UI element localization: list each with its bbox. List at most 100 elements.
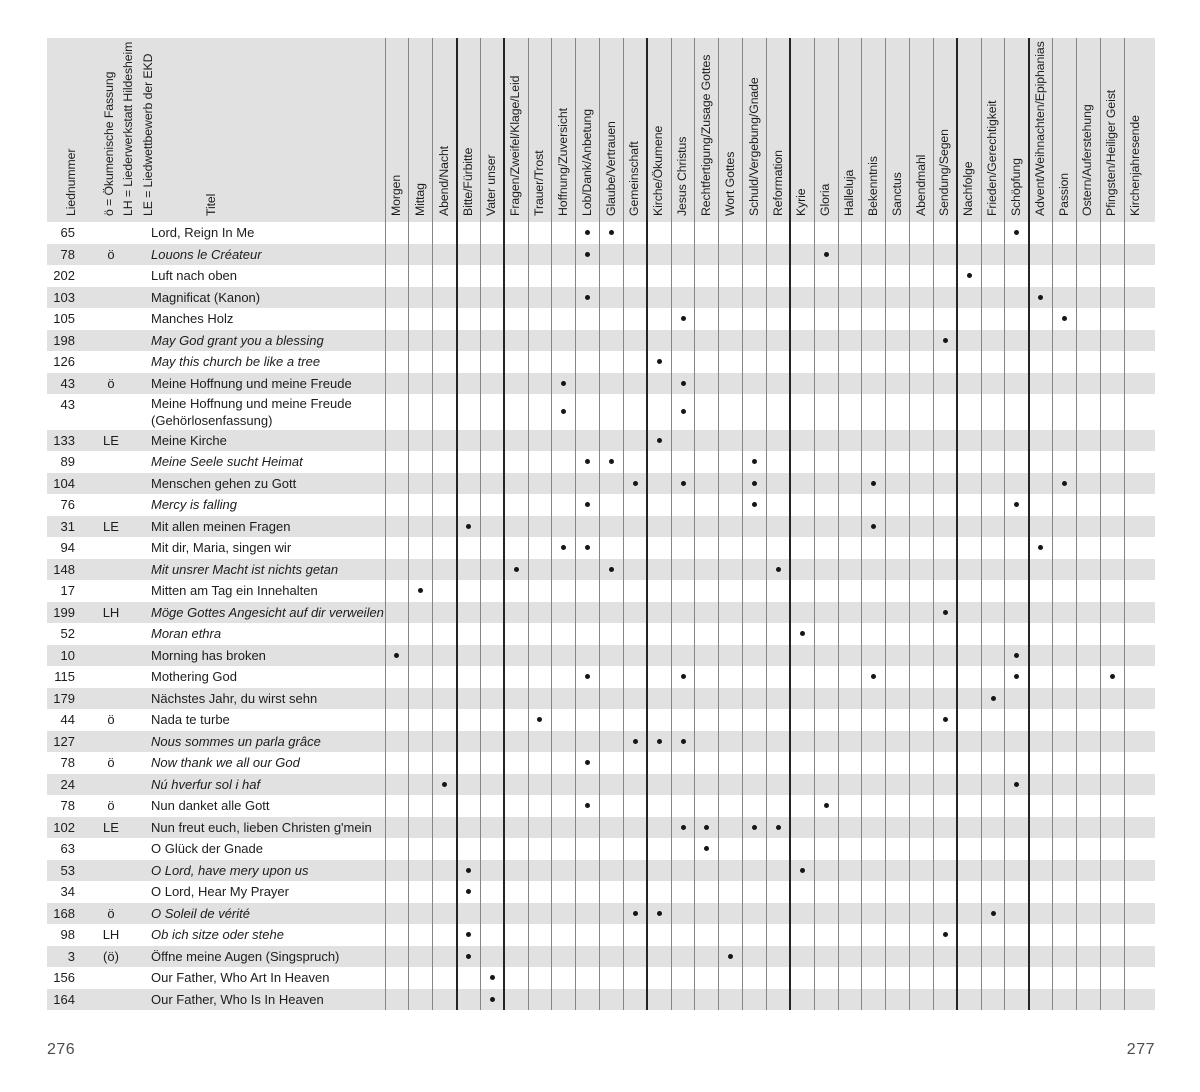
- category-dot: [871, 480, 877, 486]
- category-dot: [1038, 294, 1044, 300]
- song-flag: ö: [107, 375, 115, 391]
- category-dot: [752, 480, 758, 486]
- category-dot: [585, 459, 591, 465]
- category-dot: [609, 230, 615, 236]
- category-dot: [1109, 674, 1115, 680]
- column-header-category: Abend/Nacht: [436, 146, 451, 216]
- song-number: 156: [53, 970, 75, 985]
- column-header-category: Abendmahl: [913, 154, 928, 216]
- table-row: 126 May this church be like a tree: [47, 351, 1155, 373]
- category-dot: [656, 359, 662, 365]
- grid-line-thin: [1052, 38, 1054, 1010]
- grid-line-thin: [1004, 38, 1006, 1010]
- table-row: 34 O Lord, Hear My Prayer: [47, 881, 1155, 903]
- song-title: Mit unsrer Macht ist nichts getan: [151, 561, 339, 577]
- category-dot: [465, 889, 471, 895]
- grid-line-thin: [1123, 38, 1125, 1010]
- grid-line-thick: [503, 38, 506, 1010]
- song-title: Luft nach oben: [151, 268, 238, 283]
- song-title: O Glück der Gnade: [151, 841, 263, 856]
- page-number-right: 277: [1126, 1041, 1155, 1058]
- legend-liedwettbewerb-ekd: LE = Liedwettbewerb der EKD: [141, 53, 155, 216]
- category-dot: [632, 480, 638, 486]
- song-number: 65: [60, 225, 75, 240]
- grid-line-thin: [599, 38, 601, 1010]
- category-dot: [656, 738, 662, 744]
- category-dot: [799, 631, 805, 637]
- grid-line-thick: [646, 38, 649, 1010]
- song-title: O Soleil de vérité: [151, 905, 250, 921]
- category-dot: [775, 566, 781, 572]
- category-dot: [942, 717, 948, 723]
- category-dot: [680, 316, 686, 322]
- table-row: 78 ö Louons le Créateur: [47, 243, 1155, 265]
- column-header-category: Kirche/Ökumene: [651, 125, 666, 216]
- column-header-category: Mittag: [412, 183, 427, 216]
- table-row: 78 ö Now thank we all our God: [47, 752, 1155, 774]
- category-dot: [656, 910, 662, 916]
- song-number: 148: [53, 561, 75, 577]
- song-number: 24: [60, 776, 75, 792]
- song-title: Moran ethra: [151, 626, 222, 641]
- category-dot: [585, 803, 591, 809]
- song-number: 104: [53, 475, 75, 491]
- column-header-category: Fragen/Zweifel/Klage/Leid: [508, 75, 523, 216]
- category-dot: [1014, 652, 1020, 658]
- page-number-left: 276: [47, 1041, 76, 1058]
- table-row: 133 LE Meine Kirche: [47, 429, 1155, 451]
- table-row: 89 Meine Seele sucht Heimat: [47, 451, 1155, 473]
- song-title: Meine Kirche: [151, 432, 227, 448]
- song-title: O Lord, Hear My Prayer: [151, 884, 289, 899]
- song-number: 53: [60, 862, 75, 878]
- category-dot: [537, 717, 543, 723]
- song-number: 198: [53, 332, 75, 348]
- category-dot: [465, 932, 471, 938]
- category-dot: [465, 523, 471, 529]
- grid-line-thick: [789, 38, 792, 1010]
- category-dot: [1062, 316, 1068, 322]
- grid-line-thin: [479, 38, 481, 1010]
- column-header-liednummer: Liednummer: [64, 148, 78, 216]
- grid-line-thin: [742, 38, 744, 1010]
- category-dot: [942, 932, 948, 938]
- column-header-category: Lob/Dank/Anbetung: [579, 108, 594, 216]
- table-row: 3 (ö) Öffne meine Augen (Singspruch): [47, 945, 1155, 967]
- category-dot: [585, 674, 591, 680]
- column-header-category: Pfingsten/Heiliger Geist: [1104, 89, 1119, 216]
- category-dot: [609, 459, 615, 465]
- column-header-category: Schuld/Vergebung/Gnade: [746, 77, 761, 216]
- grid-line-thin: [1075, 38, 1077, 1010]
- grid-line-thin: [384, 38, 386, 1010]
- song-title: Meine Seele sucht Heimat: [151, 454, 303, 469]
- grid-line-thin: [813, 38, 815, 1010]
- column-header-category: Glaube/Vertrauen: [603, 121, 618, 216]
- table-row: 148 Mit unsrer Macht ist nichts getan: [47, 558, 1155, 580]
- table-row: 179 Nächstes Jahr, du wirst sehn: [47, 687, 1155, 709]
- song-number: 103: [53, 289, 75, 305]
- column-header-category: Trauer/Trost: [532, 150, 547, 216]
- category-dot: [990, 910, 996, 916]
- song-title: Mit dir, Maria, singen wir: [151, 540, 292, 555]
- column-header-category: Jesus Christus: [675, 136, 690, 216]
- category-dot: [871, 674, 877, 680]
- table-row: 198 May God grant you a blessing: [47, 329, 1155, 351]
- column-header-category: Gemeinschaft: [627, 141, 642, 216]
- grid-line-thin: [575, 38, 577, 1010]
- column-header-titel: Titel: [204, 193, 218, 216]
- category-dot: [990, 695, 996, 701]
- song-title: Menschen gehen zu Gott: [151, 475, 297, 491]
- column-header-category: Sendung/Segen: [937, 129, 952, 216]
- grid-line-thin: [622, 38, 624, 1010]
- song-number: 52: [60, 626, 75, 641]
- song-title: Nun freut euch, lieben Christen g'mein: [151, 819, 372, 835]
- category-dot: [680, 380, 686, 386]
- category-dot: [561, 545, 567, 551]
- song-title: Nun danket alle Gott: [151, 798, 270, 813]
- category-dot: [609, 566, 615, 572]
- table-row: 43 ö Meine Hoffnung und meine Freude: [47, 372, 1155, 394]
- song-number: 89: [60, 454, 75, 469]
- category-dot: [465, 953, 471, 959]
- song-title: Meine Hoffnung und meine Freude (Gehörlos…: [151, 396, 352, 428]
- song-title: May God grant you a blessing: [151, 332, 324, 348]
- song-title: Nächstes Jahr, du wirst sehn: [151, 690, 318, 706]
